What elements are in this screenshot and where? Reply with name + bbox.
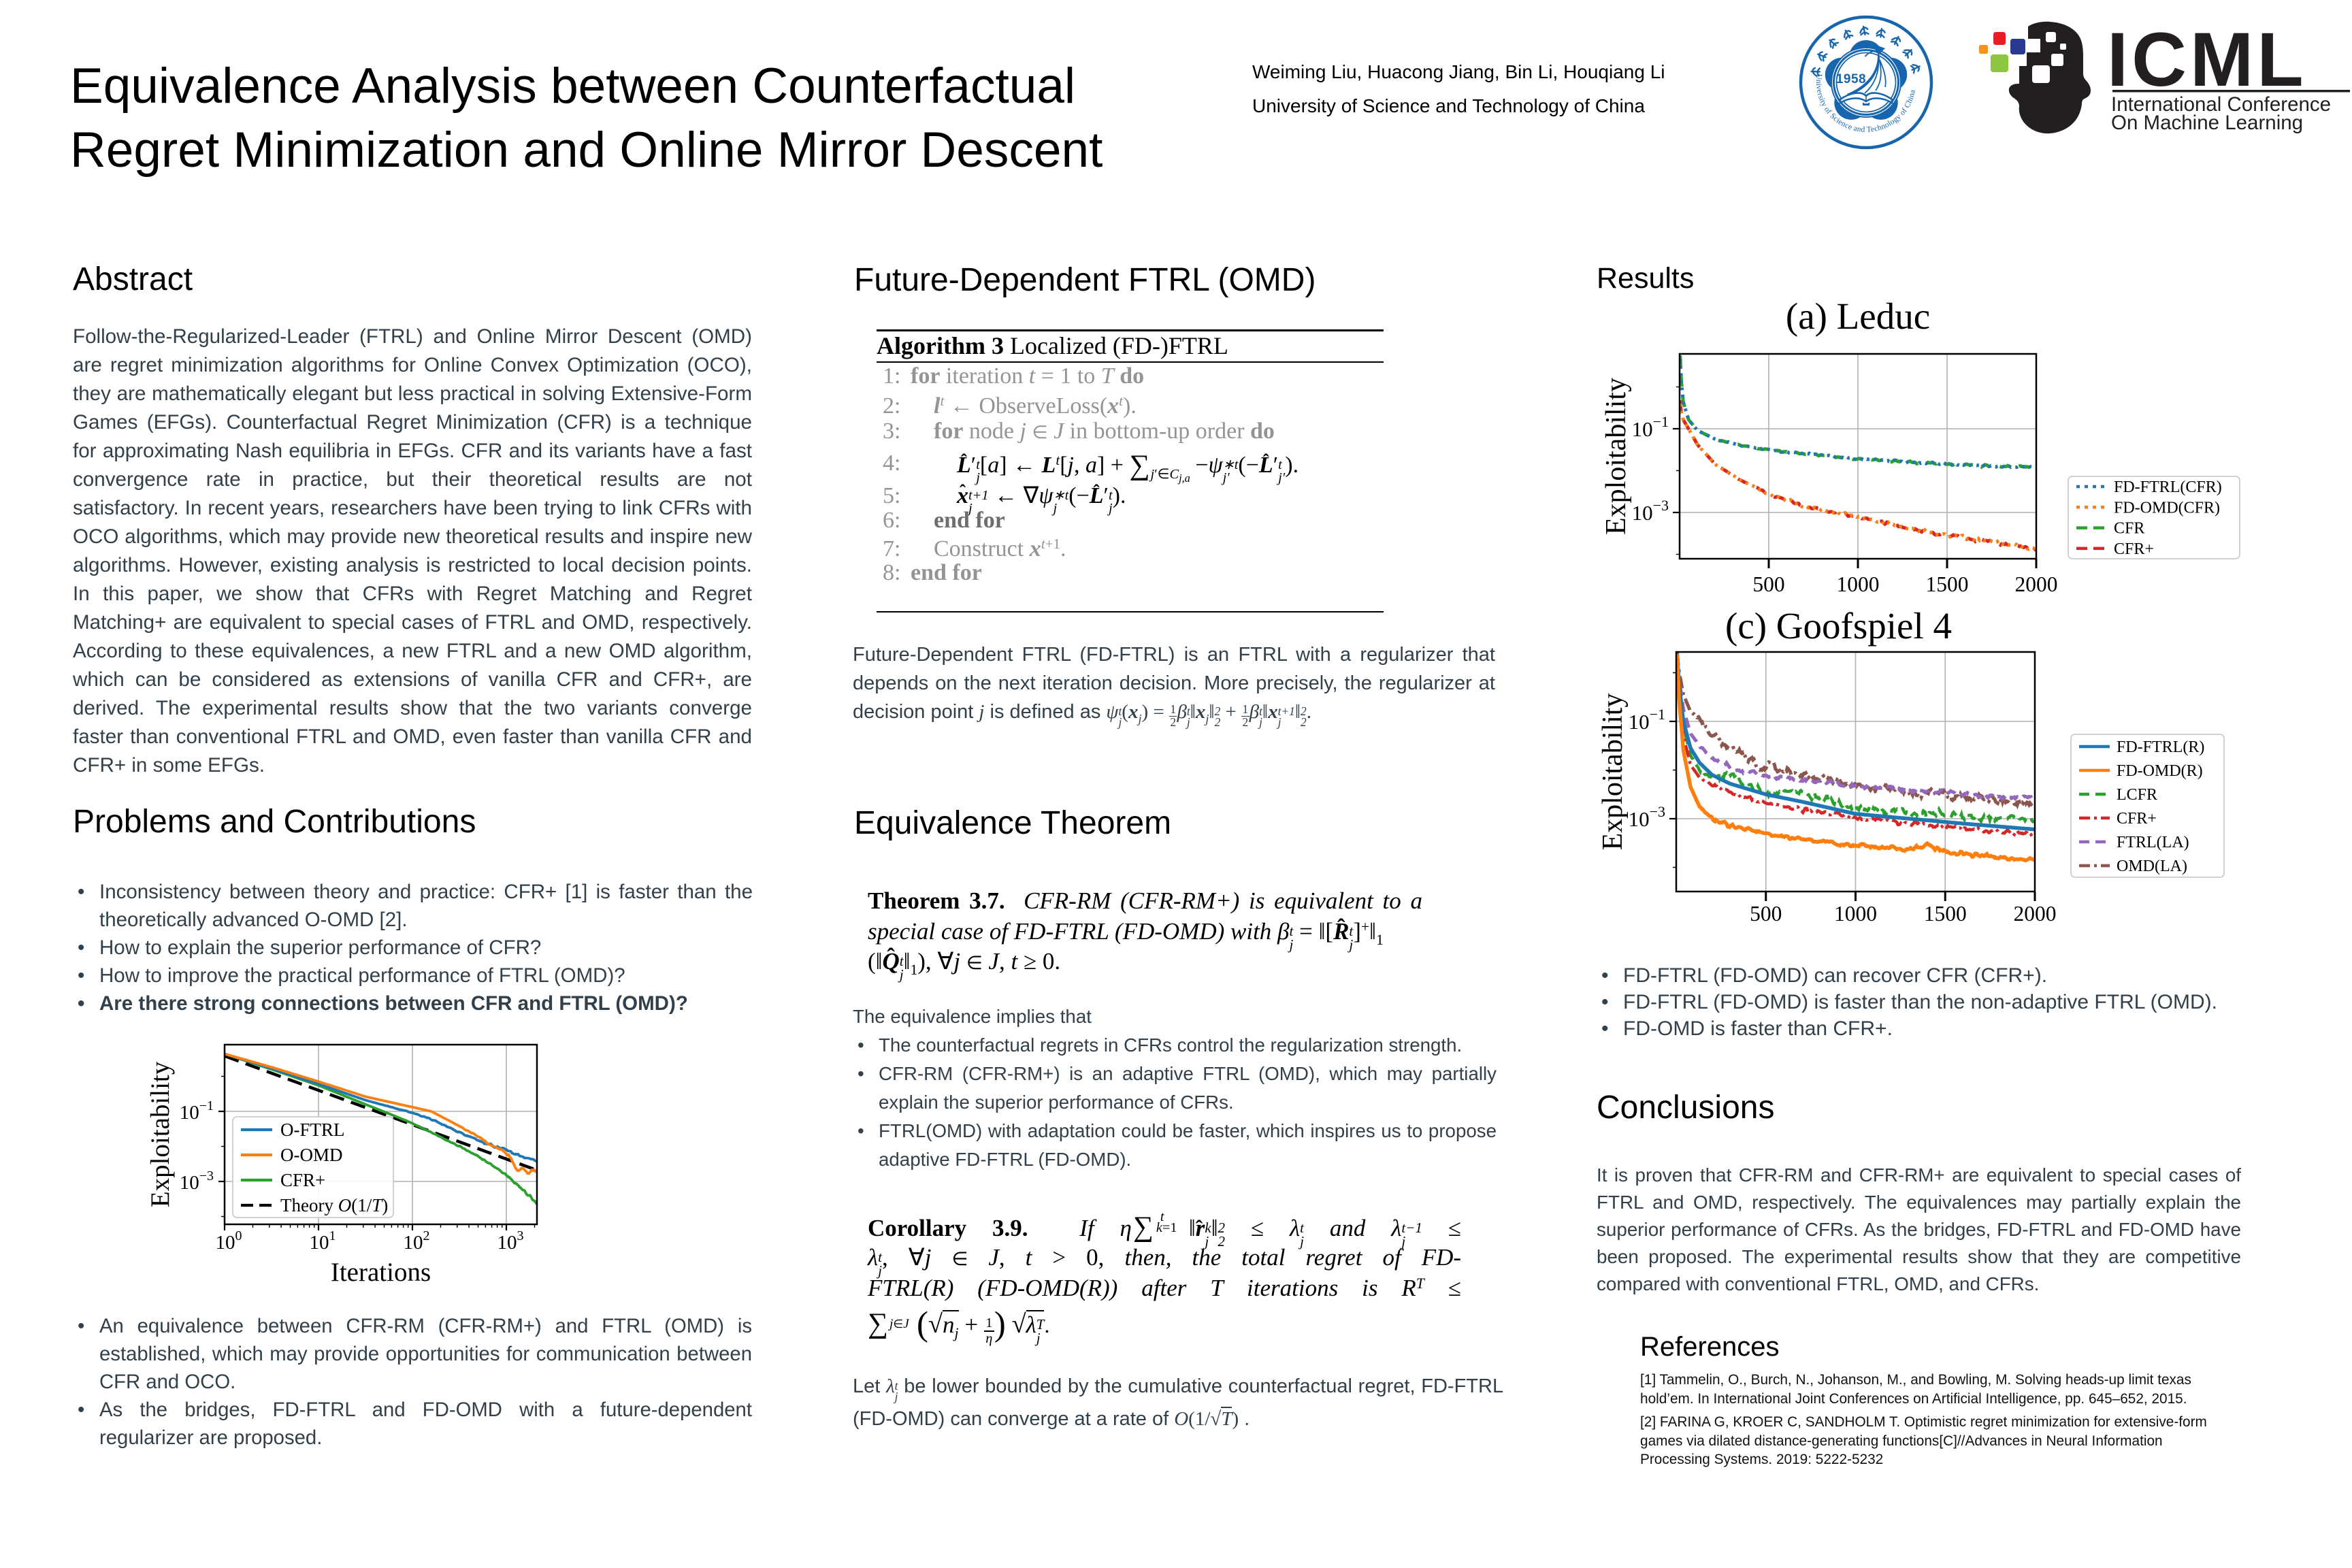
svg-text:CFR+: CFR+ <box>2114 540 2154 558</box>
svg-text:10−1: 10−1 <box>180 1098 214 1124</box>
svg-text:1958: 1958 <box>1836 72 1866 86</box>
svg-text:10−3: 10−3 <box>180 1169 214 1194</box>
svg-text:100: 100 <box>216 1228 242 1254</box>
svg-text:O-OMD: O-OMD <box>280 1145 343 1165</box>
svg-text:(c) Goofspiel 4: (c) Goofspiel 4 <box>1725 605 1952 647</box>
svg-text:ICML: ICML <box>2107 17 2307 102</box>
svg-text:101: 101 <box>310 1228 336 1254</box>
svg-text:Exploitability: Exploitability <box>1601 378 1632 535</box>
svg-text:FD-FTRL(CFR): FD-FTRL(CFR) <box>2114 478 2222 496</box>
svg-text:500: 500 <box>1750 902 1782 926</box>
svg-text:2000: 2000 <box>2014 902 2057 926</box>
svg-text:CFR: CFR <box>2114 520 2144 538</box>
svg-text:FD-OMD(R): FD-OMD(R) <box>2117 762 2203 780</box>
svg-text:1000: 1000 <box>1834 902 1877 926</box>
svg-text:1000: 1000 <box>1837 572 1880 596</box>
svg-text:102: 102 <box>404 1228 430 1254</box>
svg-text:10−3: 10−3 <box>1632 497 1669 525</box>
svg-text:Exploitability: Exploitability <box>146 1061 175 1207</box>
svg-text:FD-OMD(CFR): FD-OMD(CFR) <box>2114 499 2220 517</box>
svg-text:O-FTRL: O-FTRL <box>280 1120 345 1140</box>
svg-text:1500: 1500 <box>1926 572 1969 596</box>
svg-text:Theory O(1/T): Theory O(1/T) <box>280 1195 388 1215</box>
svg-text:On Machine Learning: On Machine Learning <box>2111 112 2303 134</box>
svg-text:Iterations: Iterations <box>331 1258 431 1287</box>
svg-text:FTRL(LA): FTRL(LA) <box>2117 834 2189 851</box>
svg-text:Exploitability: Exploitability <box>1597 693 1629 851</box>
svg-text:CFR+: CFR+ <box>2117 810 2157 828</box>
svg-text:(a) Leduc: (a) Leduc <box>1786 299 1930 337</box>
svg-text:2000: 2000 <box>2015 572 2058 596</box>
svg-text:10−1: 10−1 <box>1632 413 1669 441</box>
svg-text:International Conference: International Conference <box>2111 93 2331 116</box>
svg-text:CFR+: CFR+ <box>280 1170 325 1190</box>
svg-text:500: 500 <box>1752 572 1784 596</box>
svg-text:10−1: 10−1 <box>1629 706 1665 734</box>
svg-text:FD-FTRL(R): FD-FTRL(R) <box>2117 738 2204 756</box>
svg-text:1500: 1500 <box>1924 902 1967 926</box>
svg-text:103: 103 <box>497 1228 524 1254</box>
svg-text:10−3: 10−3 <box>1629 803 1665 831</box>
svg-text:LCFR: LCFR <box>2117 786 2157 804</box>
svg-text:OMD(LA): OMD(LA) <box>2117 858 2187 875</box>
